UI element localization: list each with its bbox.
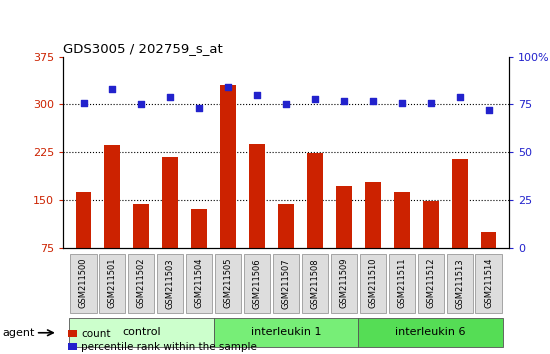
Bar xyxy=(394,192,410,296)
Text: GSM211513: GSM211513 xyxy=(455,258,464,309)
Point xyxy=(397,100,406,105)
Bar xyxy=(336,186,352,296)
FancyBboxPatch shape xyxy=(69,319,214,347)
Bar xyxy=(307,153,323,296)
Point xyxy=(137,102,146,107)
FancyBboxPatch shape xyxy=(70,254,96,313)
Bar xyxy=(423,201,438,296)
Text: GSM211509: GSM211509 xyxy=(339,258,348,308)
FancyBboxPatch shape xyxy=(389,254,415,313)
Point xyxy=(455,94,464,99)
Point xyxy=(252,92,261,98)
Bar xyxy=(278,204,294,296)
Text: GSM211514: GSM211514 xyxy=(484,258,493,308)
Point xyxy=(282,102,290,107)
FancyBboxPatch shape xyxy=(360,254,386,313)
FancyBboxPatch shape xyxy=(128,254,155,313)
Text: interleukin 6: interleukin 6 xyxy=(395,327,466,337)
Bar xyxy=(481,232,497,296)
Point xyxy=(195,105,204,111)
FancyBboxPatch shape xyxy=(476,254,502,313)
FancyBboxPatch shape xyxy=(100,254,125,313)
Text: GSM211510: GSM211510 xyxy=(368,258,377,308)
Text: GSM211511: GSM211511 xyxy=(397,258,406,308)
Text: GSM211507: GSM211507 xyxy=(282,258,290,309)
Point xyxy=(311,96,320,102)
Bar xyxy=(365,182,381,296)
FancyBboxPatch shape xyxy=(358,319,503,347)
FancyBboxPatch shape xyxy=(447,254,472,313)
Text: GSM211503: GSM211503 xyxy=(166,258,175,309)
Text: GSM211512: GSM211512 xyxy=(426,258,435,308)
Bar xyxy=(220,85,236,296)
Point xyxy=(426,100,435,105)
Point xyxy=(224,84,233,90)
Legend: count, percentile rank within the sample: count, percentile rank within the sample xyxy=(68,329,257,352)
Text: control: control xyxy=(122,327,161,337)
Point xyxy=(108,86,117,92)
Text: GSM211501: GSM211501 xyxy=(108,258,117,308)
Bar xyxy=(162,157,178,296)
FancyBboxPatch shape xyxy=(186,254,212,313)
Bar xyxy=(134,205,149,296)
Bar xyxy=(452,159,467,296)
Text: GSM211504: GSM211504 xyxy=(195,258,204,308)
Bar xyxy=(75,192,91,296)
Text: GSM211508: GSM211508 xyxy=(310,258,320,309)
Bar xyxy=(104,144,120,296)
Point xyxy=(368,98,377,103)
Text: GSM211500: GSM211500 xyxy=(79,258,88,308)
FancyBboxPatch shape xyxy=(302,254,328,313)
Point xyxy=(484,107,493,113)
FancyBboxPatch shape xyxy=(244,254,270,313)
FancyBboxPatch shape xyxy=(331,254,357,313)
Point xyxy=(166,94,175,99)
Text: agent: agent xyxy=(3,328,35,338)
FancyBboxPatch shape xyxy=(273,254,299,313)
Text: GDS3005 / 202759_s_at: GDS3005 / 202759_s_at xyxy=(63,42,223,56)
Text: interleukin 1: interleukin 1 xyxy=(251,327,321,337)
Bar xyxy=(191,209,207,296)
Text: GSM211506: GSM211506 xyxy=(252,258,262,309)
Text: GSM211502: GSM211502 xyxy=(137,258,146,308)
FancyBboxPatch shape xyxy=(157,254,183,313)
FancyBboxPatch shape xyxy=(417,254,444,313)
Bar xyxy=(249,144,265,296)
Point xyxy=(79,100,88,105)
Point xyxy=(339,98,348,103)
FancyBboxPatch shape xyxy=(214,319,358,347)
FancyBboxPatch shape xyxy=(215,254,241,313)
Text: GSM211505: GSM211505 xyxy=(224,258,233,308)
